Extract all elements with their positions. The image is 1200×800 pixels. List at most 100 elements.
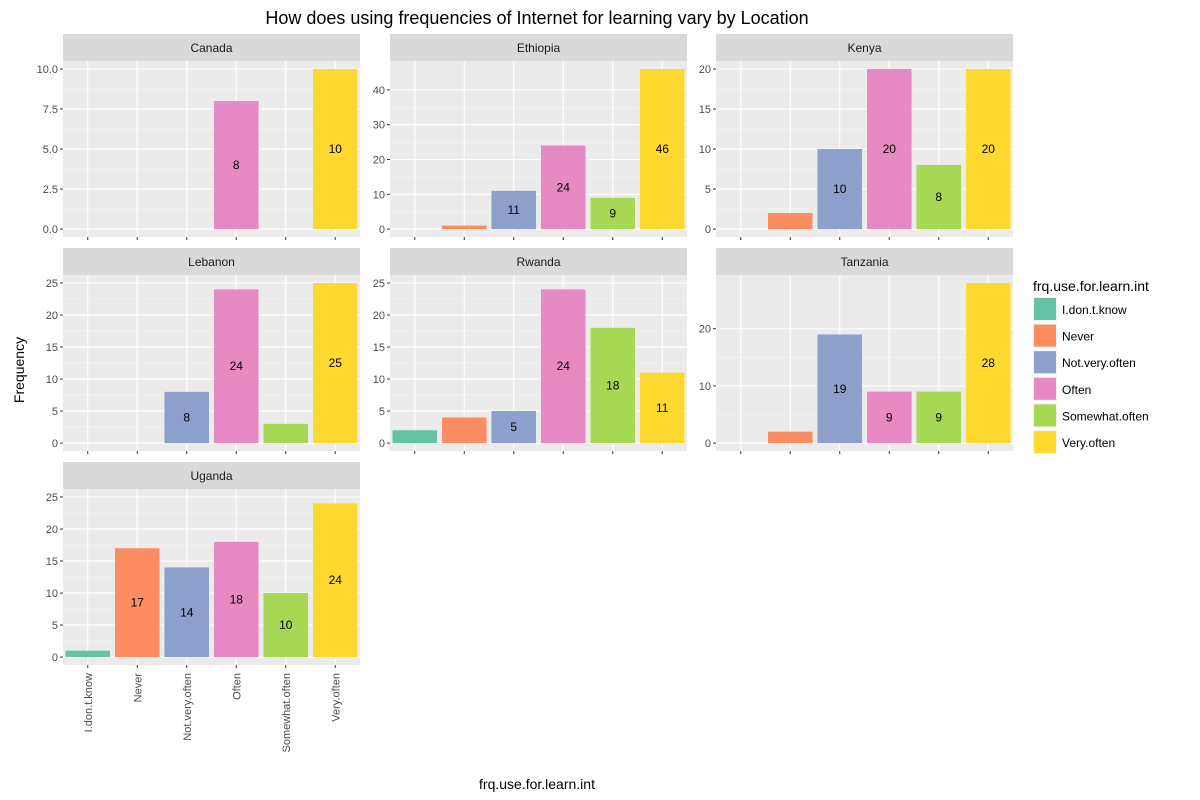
- panel-rwanda: Rwanda 0 5 10 15 20 25 5 24 18 11: [373, 248, 687, 454]
- y-tick-label: 5: [379, 406, 385, 418]
- bar-value-label: 46: [656, 142, 670, 156]
- bar-often: [540, 145, 586, 230]
- y-tick-label: 5: [52, 406, 58, 418]
- facet-strip: [390, 248, 687, 275]
- bar-never: [767, 213, 813, 230]
- y-tick-label: 10: [46, 374, 58, 386]
- y-tick-label: 0: [379, 224, 385, 236]
- gridlines: [390, 61, 687, 237]
- bar-somewhat-often: [590, 327, 636, 444]
- bar-value-label: 28: [982, 356, 996, 370]
- bar-value-label: 24: [557, 359, 571, 373]
- bar-very-often: [639, 69, 685, 230]
- y-tick-label: 20: [46, 524, 58, 536]
- y-tick-label: 15: [46, 556, 58, 568]
- bar-not-very-often: [817, 149, 863, 230]
- y-tick-label: 20: [699, 324, 711, 336]
- bar-value-label: 24: [329, 573, 343, 587]
- bar-not-very-often: [164, 391, 210, 444]
- y-tick-label: 15: [699, 104, 711, 116]
- legend-swatch: [1034, 377, 1056, 400]
- x-tick-label: Very.often: [330, 673, 342, 722]
- y-tick-label: 5: [705, 184, 711, 196]
- panel-uganda: Uganda 0 5 10 15 20 25 17 14 18 10 24: [46, 462, 360, 668]
- bar-often: [540, 289, 586, 444]
- y-axis-title: Frequency: [11, 337, 27, 403]
- bar-not-very-often: [491, 411, 537, 444]
- bar-value-label: 9: [935, 410, 942, 424]
- chart-title: How does using frequencies of Internet f…: [265, 8, 808, 28]
- y-tick-label: 0.0: [43, 224, 58, 236]
- bar-value-label: 11: [656, 401, 669, 415]
- legend: frq.use.for.learn.int I.don.t.know Never No…: [1033, 278, 1149, 454]
- facet-strip-label: Canada: [190, 41, 232, 55]
- x-tick-label: Somewhat.often: [281, 673, 293, 753]
- y-tick-label: 2.5: [43, 184, 58, 196]
- x-axis: I.don.t.know Never Not.very.often Often Some…: [83, 673, 343, 753]
- x-tick-label: Often: [231, 673, 243, 700]
- y-tick-label: 25: [46, 492, 58, 504]
- bar-value-label: 20: [982, 142, 996, 156]
- y-tick-label: 0: [705, 438, 711, 450]
- bar-never: [441, 417, 487, 444]
- bar-very-often: [312, 283, 358, 444]
- bar-somewhat-often: [263, 593, 309, 658]
- bar-value-label: 20: [883, 142, 897, 156]
- facet-strip-label: Uganda: [190, 469, 232, 483]
- y-tick-label: 10: [373, 189, 385, 201]
- facet-strip: [716, 34, 1013, 61]
- bar-value-label: 9: [609, 206, 616, 220]
- bar-value-label: 18: [230, 592, 244, 606]
- bar-value-label: 5: [510, 420, 517, 434]
- y-tick-label: 20: [699, 64, 711, 76]
- bar-often: [213, 101, 259, 230]
- facet-strip-label: Lebanon: [188, 255, 235, 269]
- bar-often: [213, 541, 259, 658]
- facet-strip: [63, 34, 360, 61]
- bar-value-label: 8: [233, 158, 240, 172]
- bar-i-don-t-know: [65, 650, 111, 658]
- bar-value-label: 10: [329, 142, 343, 156]
- bar-not-very-often: [817, 334, 863, 444]
- bar-very-often: [965, 69, 1011, 230]
- panel-lebanon: Lebanon 0 5 10 15 20 25 8 24 25: [46, 248, 360, 454]
- legend-entry-label: Often: [1062, 383, 1091, 397]
- x-tick-label: Never: [132, 673, 144, 703]
- y-tick-label: 25: [373, 278, 385, 290]
- facet-strip-label: Kenya: [847, 41, 881, 55]
- legend-swatch: [1034, 404, 1056, 427]
- y-tick-label: 25: [46, 278, 58, 290]
- x-axis-title: frq.use.for.learn.int: [479, 776, 595, 792]
- bar-somewhat-often: [916, 165, 962, 230]
- y-tick-label: 20: [46, 310, 58, 322]
- legend-entry-label: Very.often: [1062, 436, 1115, 450]
- y-tick-label: 15: [46, 342, 58, 354]
- facet-strip: [63, 248, 360, 275]
- bar-somewhat-often: [916, 391, 962, 444]
- bar-value-label: 10: [833, 182, 847, 196]
- gridlines: [716, 275, 1013, 451]
- facet-panels: Canada 0.0 2.5 5.0 7.5 10.0 8 10 Ethiopia 0 10 20 30…: [37, 34, 1013, 668]
- facet-strip-label: Rwanda: [516, 255, 560, 269]
- y-tick-label: 10: [373, 374, 385, 386]
- panel-background: [716, 275, 1013, 451]
- bar-value-label: 24: [557, 180, 571, 194]
- y-tick-label: 10: [699, 381, 711, 393]
- y-tick-label: 30: [373, 120, 385, 132]
- x-tick-label: Not.very.often: [182, 673, 194, 741]
- bar-value-label: 18: [606, 378, 620, 392]
- bar-value-label: 11: [508, 203, 521, 217]
- y-tick-label: 10.0: [37, 64, 58, 76]
- facet-strip-label: Tanzania: [840, 255, 888, 269]
- y-tick-label: 0: [52, 438, 58, 450]
- panel-kenya: Kenya 0 5 10 15 20 10 20 8 20: [699, 34, 1013, 240]
- bar-often: [213, 289, 259, 444]
- bar-very-often: [965, 283, 1011, 444]
- bar-value-label: 8: [183, 410, 190, 424]
- bar-not-very-often: [491, 190, 537, 230]
- bar-value-label: 8: [935, 190, 942, 204]
- x-tick-label: I.don.t.know: [83, 673, 95, 732]
- legend-swatch: [1034, 298, 1056, 320]
- bar-very-often: [312, 69, 358, 230]
- y-tick-label: 20: [373, 310, 385, 322]
